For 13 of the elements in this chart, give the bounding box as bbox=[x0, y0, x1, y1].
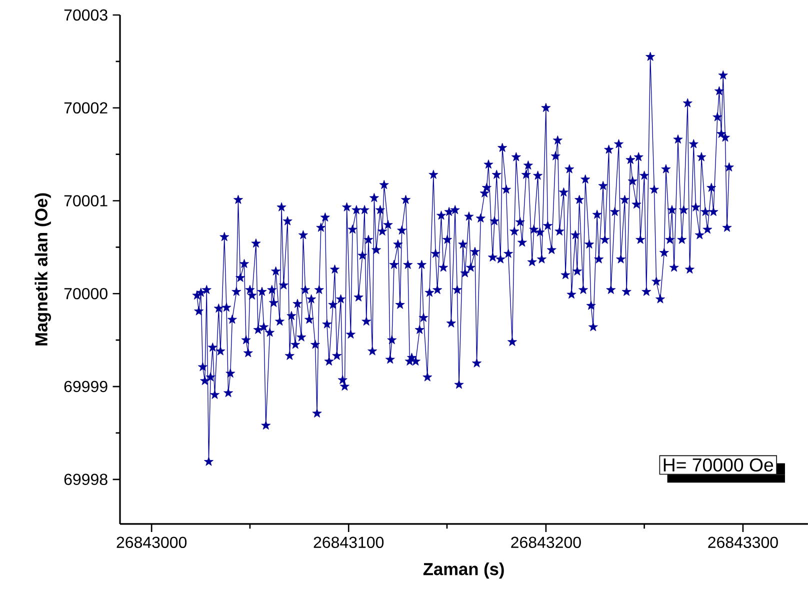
x-tick-label: 26843000 bbox=[116, 536, 187, 548]
annotation: H= 70000 Oe bbox=[664, 458, 774, 472]
y-tick-label: 69999 bbox=[64, 380, 108, 392]
y-axis-title: Magnetik alan (Oe) bbox=[34, 193, 51, 346]
x-axis-title: Zaman (s) bbox=[423, 562, 504, 579]
y-tick-label: 70001 bbox=[64, 195, 108, 206]
y-tick-label: 69998 bbox=[64, 474, 108, 486]
x-tick-label: 26843200 bbox=[511, 536, 581, 548]
y-tick-label: 70000 bbox=[64, 288, 108, 300]
y-tick-label: 70003 bbox=[64, 9, 108, 21]
x-tick-label: 26843300 bbox=[708, 536, 778, 548]
x-tick-label: 26843100 bbox=[314, 536, 384, 548]
y-tick-label: 70002 bbox=[64, 102, 108, 114]
